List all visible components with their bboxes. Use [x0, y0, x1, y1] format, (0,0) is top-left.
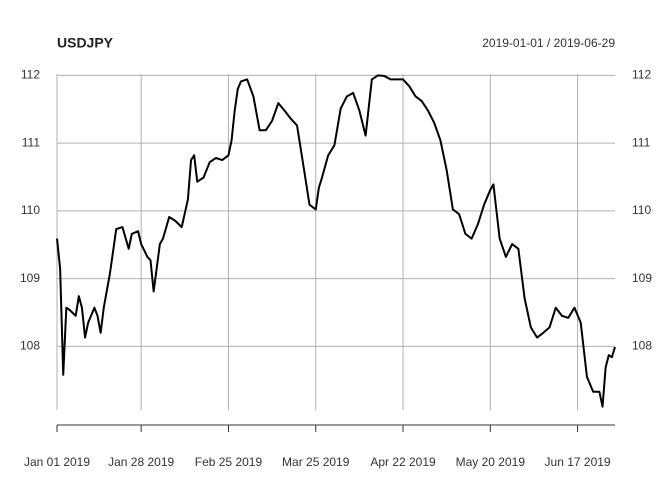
chart-title: USDJPY	[57, 35, 114, 51]
y-tick-label: 110	[21, 203, 40, 217]
y-tick-label: 112	[21, 68, 40, 82]
y-tick-label: 111	[22, 135, 41, 149]
y-tick-label-right: 111	[632, 135, 651, 149]
x-tick-label: Jan 01 2019	[24, 455, 90, 469]
x-tick-label: May 20 2019	[456, 455, 526, 469]
price-line	[56, 74, 616, 408]
y-tick-label-right: 108	[632, 338, 652, 352]
x-tick-label: Mar 25 2019	[282, 455, 350, 469]
x-tick-label: Jun 17 2019	[545, 455, 611, 469]
x-tick-label: Feb 25 2019	[195, 455, 263, 469]
y-tick-label-right: 109	[632, 271, 652, 285]
y-tick-label-right: 110	[632, 203, 651, 217]
x-tick-label: Jan 28 2019	[108, 455, 174, 469]
y-tick-label: 108	[20, 338, 40, 352]
y-tick-label: 109	[20, 271, 40, 285]
chart-subtitle: 2019-01-01 / 2019-06-29	[482, 36, 615, 50]
y-tick-label-right: 112	[632, 68, 651, 82]
x-tick-label: Apr 22 2019	[370, 455, 436, 469]
